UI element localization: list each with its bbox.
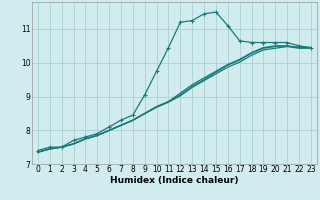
X-axis label: Humidex (Indice chaleur): Humidex (Indice chaleur) [110,176,239,185]
